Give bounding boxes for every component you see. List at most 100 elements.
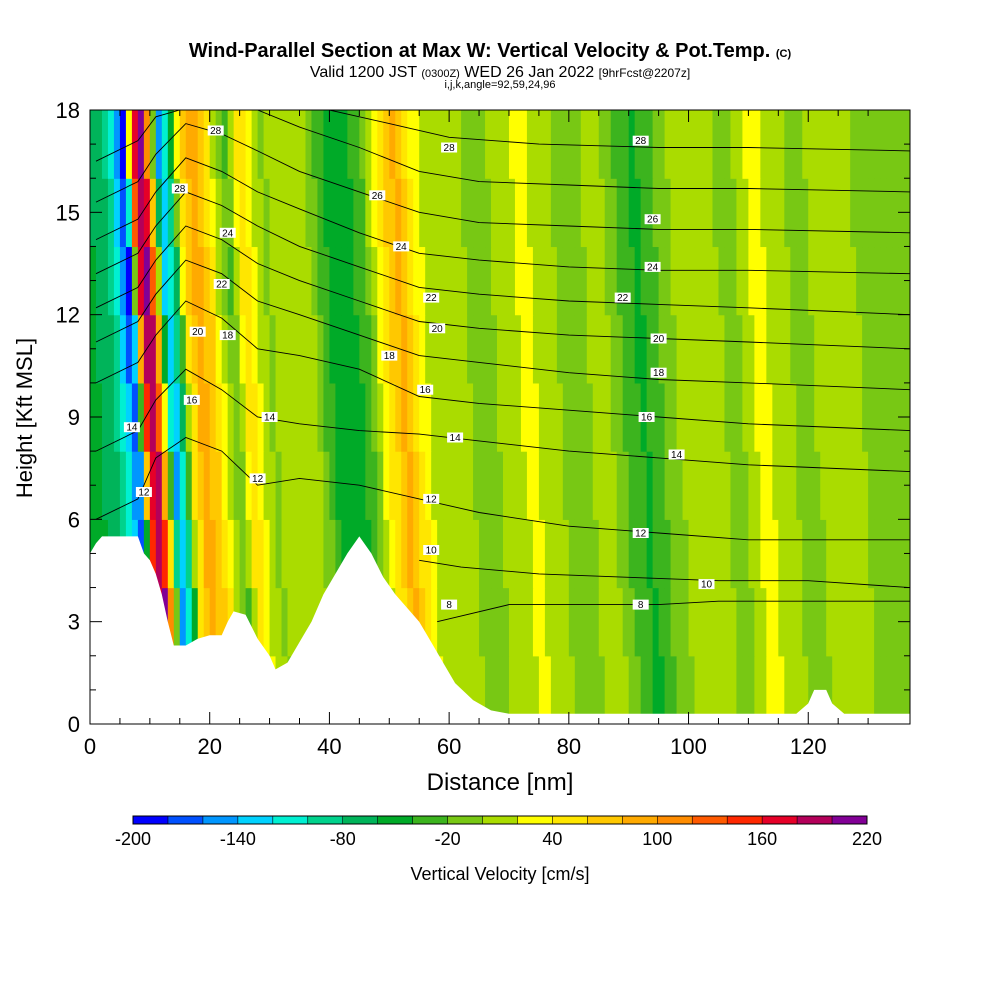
w-cell <box>538 314 546 384</box>
w-cell <box>754 246 761 316</box>
w-cell <box>257 110 265 179</box>
w-cell <box>107 382 115 452</box>
w-cell <box>137 246 145 316</box>
w-cell <box>598 314 606 384</box>
w-cell <box>676 587 684 657</box>
w-cell <box>832 178 839 248</box>
w-cell <box>850 382 857 452</box>
w-cell <box>562 587 570 657</box>
w-cell <box>748 382 755 452</box>
w-cell <box>425 178 432 248</box>
w-cell <box>341 519 348 589</box>
w-cell <box>826 110 833 179</box>
colorbar-swatch <box>377 816 414 824</box>
w-cell <box>814 382 821 452</box>
contour-label-bg <box>171 183 188 194</box>
w-cell <box>790 655 797 724</box>
w-cell <box>179 246 187 316</box>
w-cell <box>778 382 785 452</box>
w-cell <box>670 587 678 657</box>
w-cell <box>329 519 337 589</box>
w-cell <box>335 246 342 316</box>
w-cell <box>604 110 612 179</box>
contour-label: 16 <box>420 385 432 396</box>
w-cell <box>598 382 606 452</box>
w-cell <box>748 587 755 657</box>
colorbar-tick-label: 160 <box>747 829 777 849</box>
w-cell <box>413 178 420 248</box>
w-cell <box>598 246 606 316</box>
w-cell <box>766 519 773 589</box>
w-cell <box>814 178 821 248</box>
w-cell <box>682 519 690 589</box>
w-cell <box>485 519 492 589</box>
w-cell <box>323 519 331 589</box>
w-cell <box>652 246 660 316</box>
w-cell <box>700 178 708 248</box>
w-cell <box>113 314 121 384</box>
w-cell <box>832 110 839 179</box>
w-cell <box>736 178 744 248</box>
w-cell <box>245 178 253 248</box>
w-cell <box>311 519 319 589</box>
w-cell <box>640 451 648 520</box>
w-cell <box>766 314 773 384</box>
w-cell <box>730 451 738 520</box>
w-cell <box>335 178 342 248</box>
w-cell <box>832 655 839 724</box>
w-cell <box>239 314 247 384</box>
w-cell <box>784 314 791 384</box>
w-cell <box>449 314 456 384</box>
contour-label: 28 <box>174 184 186 195</box>
w-cell <box>485 382 492 452</box>
w-cell <box>586 110 594 179</box>
w-cell <box>580 178 588 248</box>
w-cell <box>437 314 444 384</box>
w-cell <box>131 382 139 452</box>
w-cell <box>335 110 342 179</box>
w-cell <box>544 246 552 316</box>
w-cell <box>802 110 809 179</box>
w-cell <box>868 451 875 520</box>
w-cell <box>287 314 295 384</box>
w-cell <box>461 451 468 520</box>
w-cell <box>185 587 193 657</box>
w-cell <box>95 246 103 316</box>
w-cell <box>814 519 821 589</box>
w-cell <box>538 246 546 316</box>
w-cell <box>371 314 378 384</box>
w-cell <box>622 110 630 179</box>
w-cell <box>389 519 396 589</box>
w-cell <box>526 519 534 589</box>
w-cell <box>694 382 702 452</box>
w-cell <box>820 451 827 520</box>
w-cell <box>341 314 348 384</box>
w-cell <box>443 314 450 384</box>
contour-label: 14 <box>126 423 138 434</box>
w-cell <box>532 519 540 589</box>
w-cell <box>886 178 893 248</box>
w-cell <box>718 110 726 179</box>
w-cell <box>287 451 295 520</box>
w-cell <box>329 382 337 452</box>
w-cell <box>790 314 797 384</box>
w-cell <box>293 178 301 248</box>
w-cell <box>616 587 624 657</box>
w-cell <box>191 178 199 248</box>
w-cell <box>365 246 372 316</box>
w-cell <box>658 314 666 384</box>
w-cell <box>538 178 546 248</box>
w-cell <box>898 451 905 520</box>
w-cell <box>706 587 714 657</box>
w-cell <box>161 246 169 316</box>
w-cell <box>592 382 600 452</box>
w-cell <box>556 246 564 316</box>
w-cell <box>772 246 779 316</box>
w-cell <box>748 519 755 589</box>
w-cell <box>886 451 893 520</box>
w-cell <box>562 110 570 179</box>
w-cell <box>616 178 624 248</box>
w-cell <box>742 314 749 384</box>
w-cell <box>161 382 169 452</box>
